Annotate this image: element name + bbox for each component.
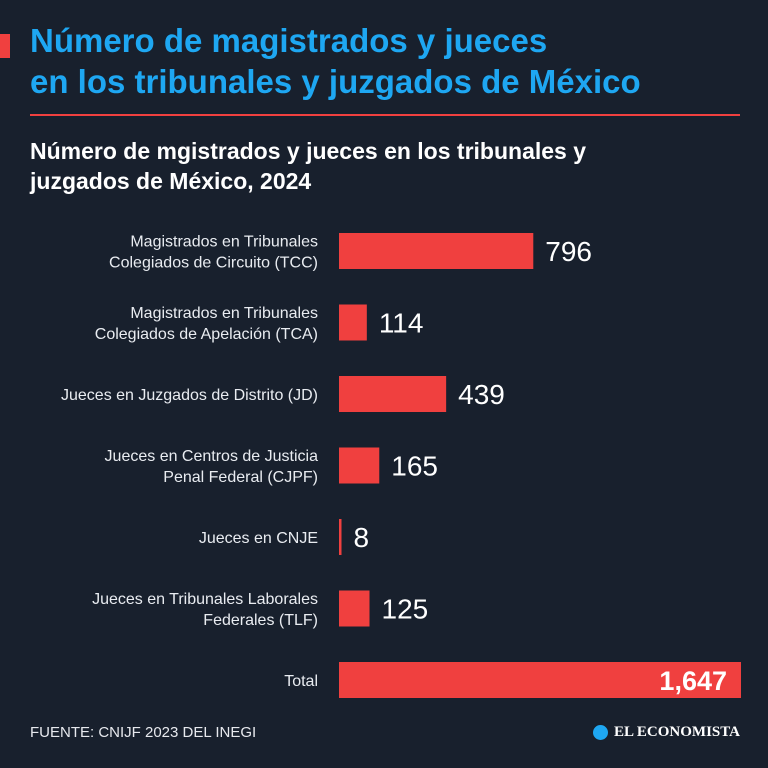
source-note: FUENTE: CNIJF 2023 DEL INEGI — [30, 724, 257, 741]
value-label-5: 125 — [382, 594, 429, 625]
value-label-1: 114 — [379, 308, 424, 339]
category-label-4-0: Jueces en CNJE — [199, 530, 318, 547]
page-title-line-2: en los tribunales y juzgados de México — [30, 63, 641, 100]
brand-name: EL ECONOMISTA — [614, 724, 740, 740]
category-label-0-1: Colegiados de Circuito (TCC) — [109, 255, 318, 272]
bar-3 — [339, 447, 380, 484]
value-label-3: 165 — [391, 451, 438, 482]
bar-6 — [339, 662, 741, 698]
category-label-0-0: Magistrados en Tribunales — [130, 234, 318, 251]
bar-1 — [339, 304, 367, 341]
value-label-4: 8 — [354, 522, 370, 553]
category-label-3-0: Jueces en Centros de Justicia — [105, 448, 319, 465]
bar-2 — [339, 376, 447, 412]
category-label-1-1: Colegiados de Apelación (TCA) — [95, 326, 318, 343]
page-title: Número de magistrados y jueces en los tr… — [30, 20, 750, 102]
bar-0 — [339, 233, 534, 269]
category-label-5-1: Federales (TLF) — [203, 612, 318, 629]
category-label-3-1: Penal Federal (CJPF) — [163, 469, 318, 486]
category-label-6-0: Total — [284, 673, 318, 690]
brand-logo: EL ECONOMISTA — [593, 724, 740, 741]
value-label-0: 796 — [545, 236, 592, 267]
chart-title-line-1: Número de mgistrados y jueces en los tri… — [30, 138, 587, 164]
bars-layer: Magistrados en Tribunales Colegiados de C… — [61, 233, 741, 698]
page-title-line-1: Número de magistrados y jueces — [30, 22, 548, 59]
accent-mark — [0, 34, 10, 58]
bar-5 — [339, 590, 370, 627]
value-label-6: 1,647 — [659, 666, 727, 696]
category-label-2-0: Jueces en Juzgados de Distrito (JD) — [61, 387, 318, 404]
chart-title: Número de mgistrados y jueces en los tri… — [30, 136, 750, 196]
bar-4 — [339, 519, 342, 555]
chart-title-line-2: juzgados de México, 2024 — [30, 168, 312, 194]
category-label-5-0: Jueces en Tribunales Laborales — [92, 591, 318, 608]
value-label-2: 439 — [458, 379, 505, 410]
title-divider — [30, 114, 740, 116]
el-economista-logo-icon — [593, 725, 608, 740]
category-label-1-0: Magistrados en Tribunales — [130, 305, 318, 322]
